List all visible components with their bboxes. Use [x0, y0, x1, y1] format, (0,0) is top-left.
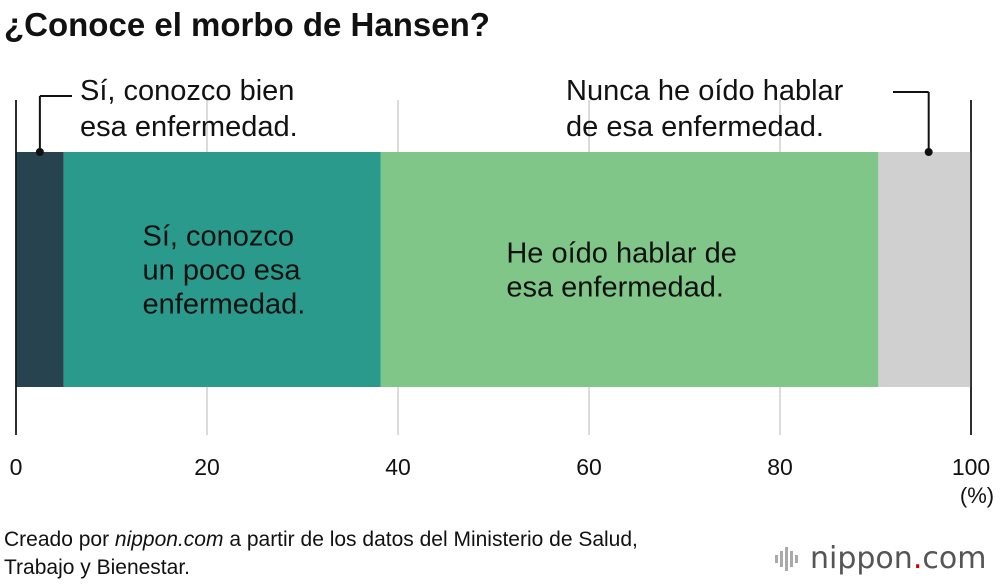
- source-suffix: a partir de los datos del Ministerio de …: [223, 528, 638, 551]
- segment-label: Nunca he oído hablar: [566, 75, 844, 107]
- bar-segment: [380, 152, 879, 387]
- x-tick-label: 80: [767, 454, 793, 480]
- segment-label: Sí, conozco: [143, 221, 295, 253]
- bar-segment: [16, 152, 64, 387]
- nippon-mark-icon: [775, 547, 798, 571]
- x-unit-label: (%): [960, 483, 994, 508]
- logo-dot: .: [912, 540, 923, 576]
- bar-segment: [878, 152, 971, 387]
- bar-segment: [63, 152, 381, 387]
- x-tick-label: 60: [576, 454, 602, 480]
- leader-dot: [35, 148, 44, 156]
- leader-dot: [924, 148, 933, 156]
- chart-title: ¿Conoce el morbo de Hansen?: [4, 6, 490, 43]
- source-site: nippon.com: [114, 528, 224, 551]
- x-tick-label: 100: [952, 454, 990, 480]
- segment-label: enfermedad.: [143, 289, 306, 321]
- segment-label: un poco esa: [143, 255, 302, 287]
- segment-label: esa enfermedad.: [506, 272, 724, 304]
- logo-tld: com: [922, 540, 987, 576]
- segment-label: He oído hablar de: [506, 238, 737, 270]
- x-tick-label: 0: [10, 454, 23, 480]
- x-tick-label: 40: [385, 454, 411, 480]
- segment-label: Sí, conozco bien: [80, 75, 294, 107]
- source-note: Creado por nippon.com a partir de los da…: [4, 526, 638, 582]
- nippon-logo: nippon. com: [774, 538, 986, 578]
- logo-brand: nippon: [810, 540, 913, 576]
- source-line2: Trabajo y Bienestar.: [4, 556, 190, 579]
- source-prefix: Creado por: [4, 528, 115, 551]
- segment-label: de esa enfermedad.: [566, 111, 824, 143]
- segment-label: esa enfermedad.: [80, 111, 298, 143]
- x-tick-label: 20: [194, 454, 220, 480]
